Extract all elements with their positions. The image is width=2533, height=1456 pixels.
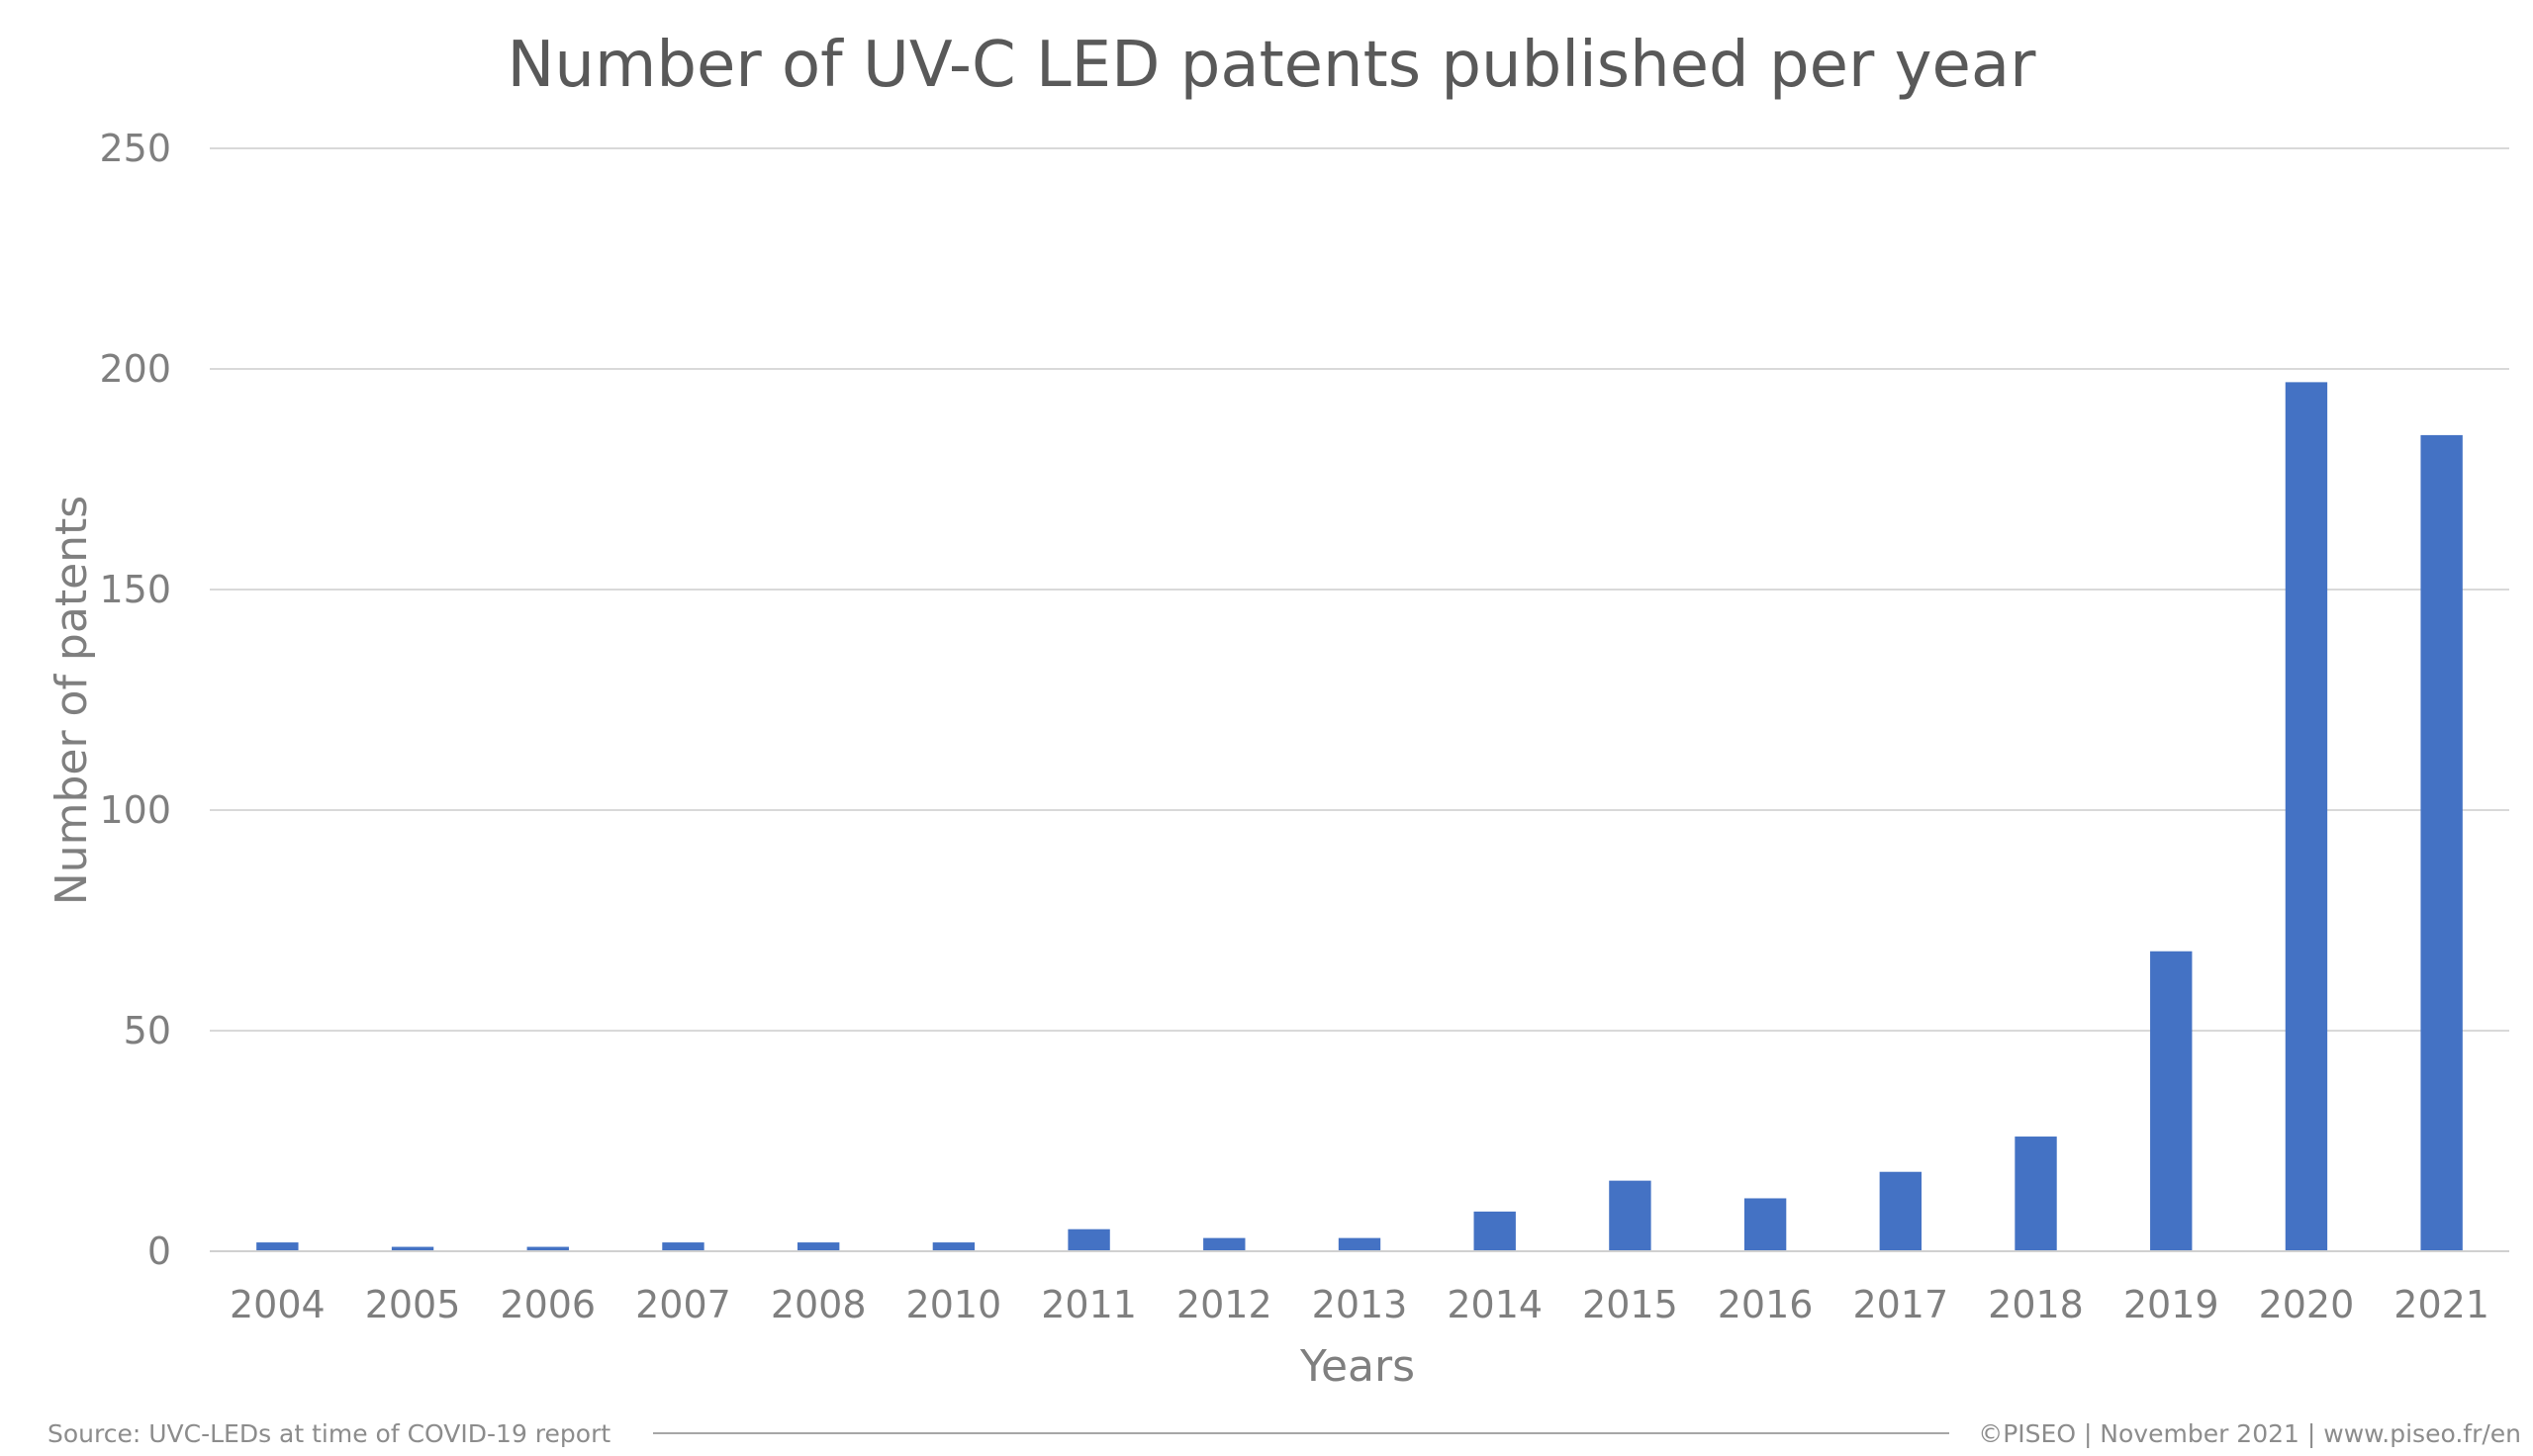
x-tick-2013: 2013: [1312, 1283, 1408, 1326]
y-tick-50: 50: [124, 1009, 171, 1052]
x-tick-2008: 2008: [771, 1283, 867, 1326]
bar-2018: [2015, 1137, 2057, 1251]
x-tick-2021: 2021: [2393, 1283, 2489, 1326]
x-tick-2005: 2005: [365, 1283, 461, 1326]
x-tick-2016: 2016: [1718, 1283, 1814, 1326]
bar-2011: [1068, 1228, 1110, 1251]
x-tick-2004: 2004: [230, 1283, 326, 1326]
chart-title: Number of UV-C LED patents published per…: [508, 29, 2037, 102]
bar-2016: [1743, 1198, 1787, 1251]
x-tick-2017: 2017: [1852, 1283, 1948, 1326]
bar-2020: [2285, 382, 2328, 1251]
y-tick-250: 250: [99, 127, 171, 170]
bar-2007: [662, 1242, 704, 1251]
bar-2008: [797, 1242, 840, 1251]
y-tick-0: 0: [147, 1229, 171, 1273]
bar-2012: [1203, 1237, 1246, 1251]
bar-2005: [391, 1246, 434, 1251]
y-tick-150: 150: [99, 568, 171, 611]
x-tick-2010: 2010: [906, 1283, 1002, 1326]
bars: [256, 382, 2463, 1251]
x-axis-label: Years: [1299, 1341, 1415, 1392]
x-tick-2006: 2006: [500, 1283, 596, 1326]
footer-credit: ©PISEO | November 2021 | www.piseo.fr/en: [1978, 1419, 2521, 1448]
footer-source: Source: UVC-LEDs at time of COVID-19 rep…: [47, 1419, 610, 1448]
bar-2019: [2150, 951, 2193, 1251]
x-tick-2011: 2011: [1041, 1283, 1137, 1326]
x-tick-2018: 2018: [1988, 1283, 2084, 1326]
y-axis-label: Number of patents: [47, 496, 97, 905]
x-tick-2015: 2015: [1582, 1283, 1678, 1326]
bar-2017: [1879, 1171, 1923, 1251]
y-tick-100: 100: [99, 788, 171, 832]
x-tick-2007: 2007: [635, 1283, 731, 1326]
y-tick-labels: 0 50 100 150 200 250: [99, 127, 171, 1273]
x-tick-2019: 2019: [2123, 1283, 2219, 1326]
bar-2004: [256, 1242, 299, 1251]
x-tick-labels: 2004 2005 2006 2007 2008 2010 2011 2012 2013 2014…: [230, 1283, 2489, 1326]
bar-2021: [2420, 434, 2463, 1251]
gridlines: [210, 147, 2509, 1032]
bar-2015: [1609, 1180, 1651, 1251]
bar-2013: [1338, 1237, 1381, 1251]
x-tick-2012: 2012: [1176, 1283, 1272, 1326]
bar-2006: [526, 1246, 569, 1251]
bar-2014: [1473, 1211, 1516, 1251]
x-tick-2014: 2014: [1447, 1283, 1543, 1326]
x-tick-2020: 2020: [2259, 1283, 2355, 1326]
y-tick-200: 200: [99, 347, 171, 391]
bar-2010: [932, 1242, 976, 1251]
